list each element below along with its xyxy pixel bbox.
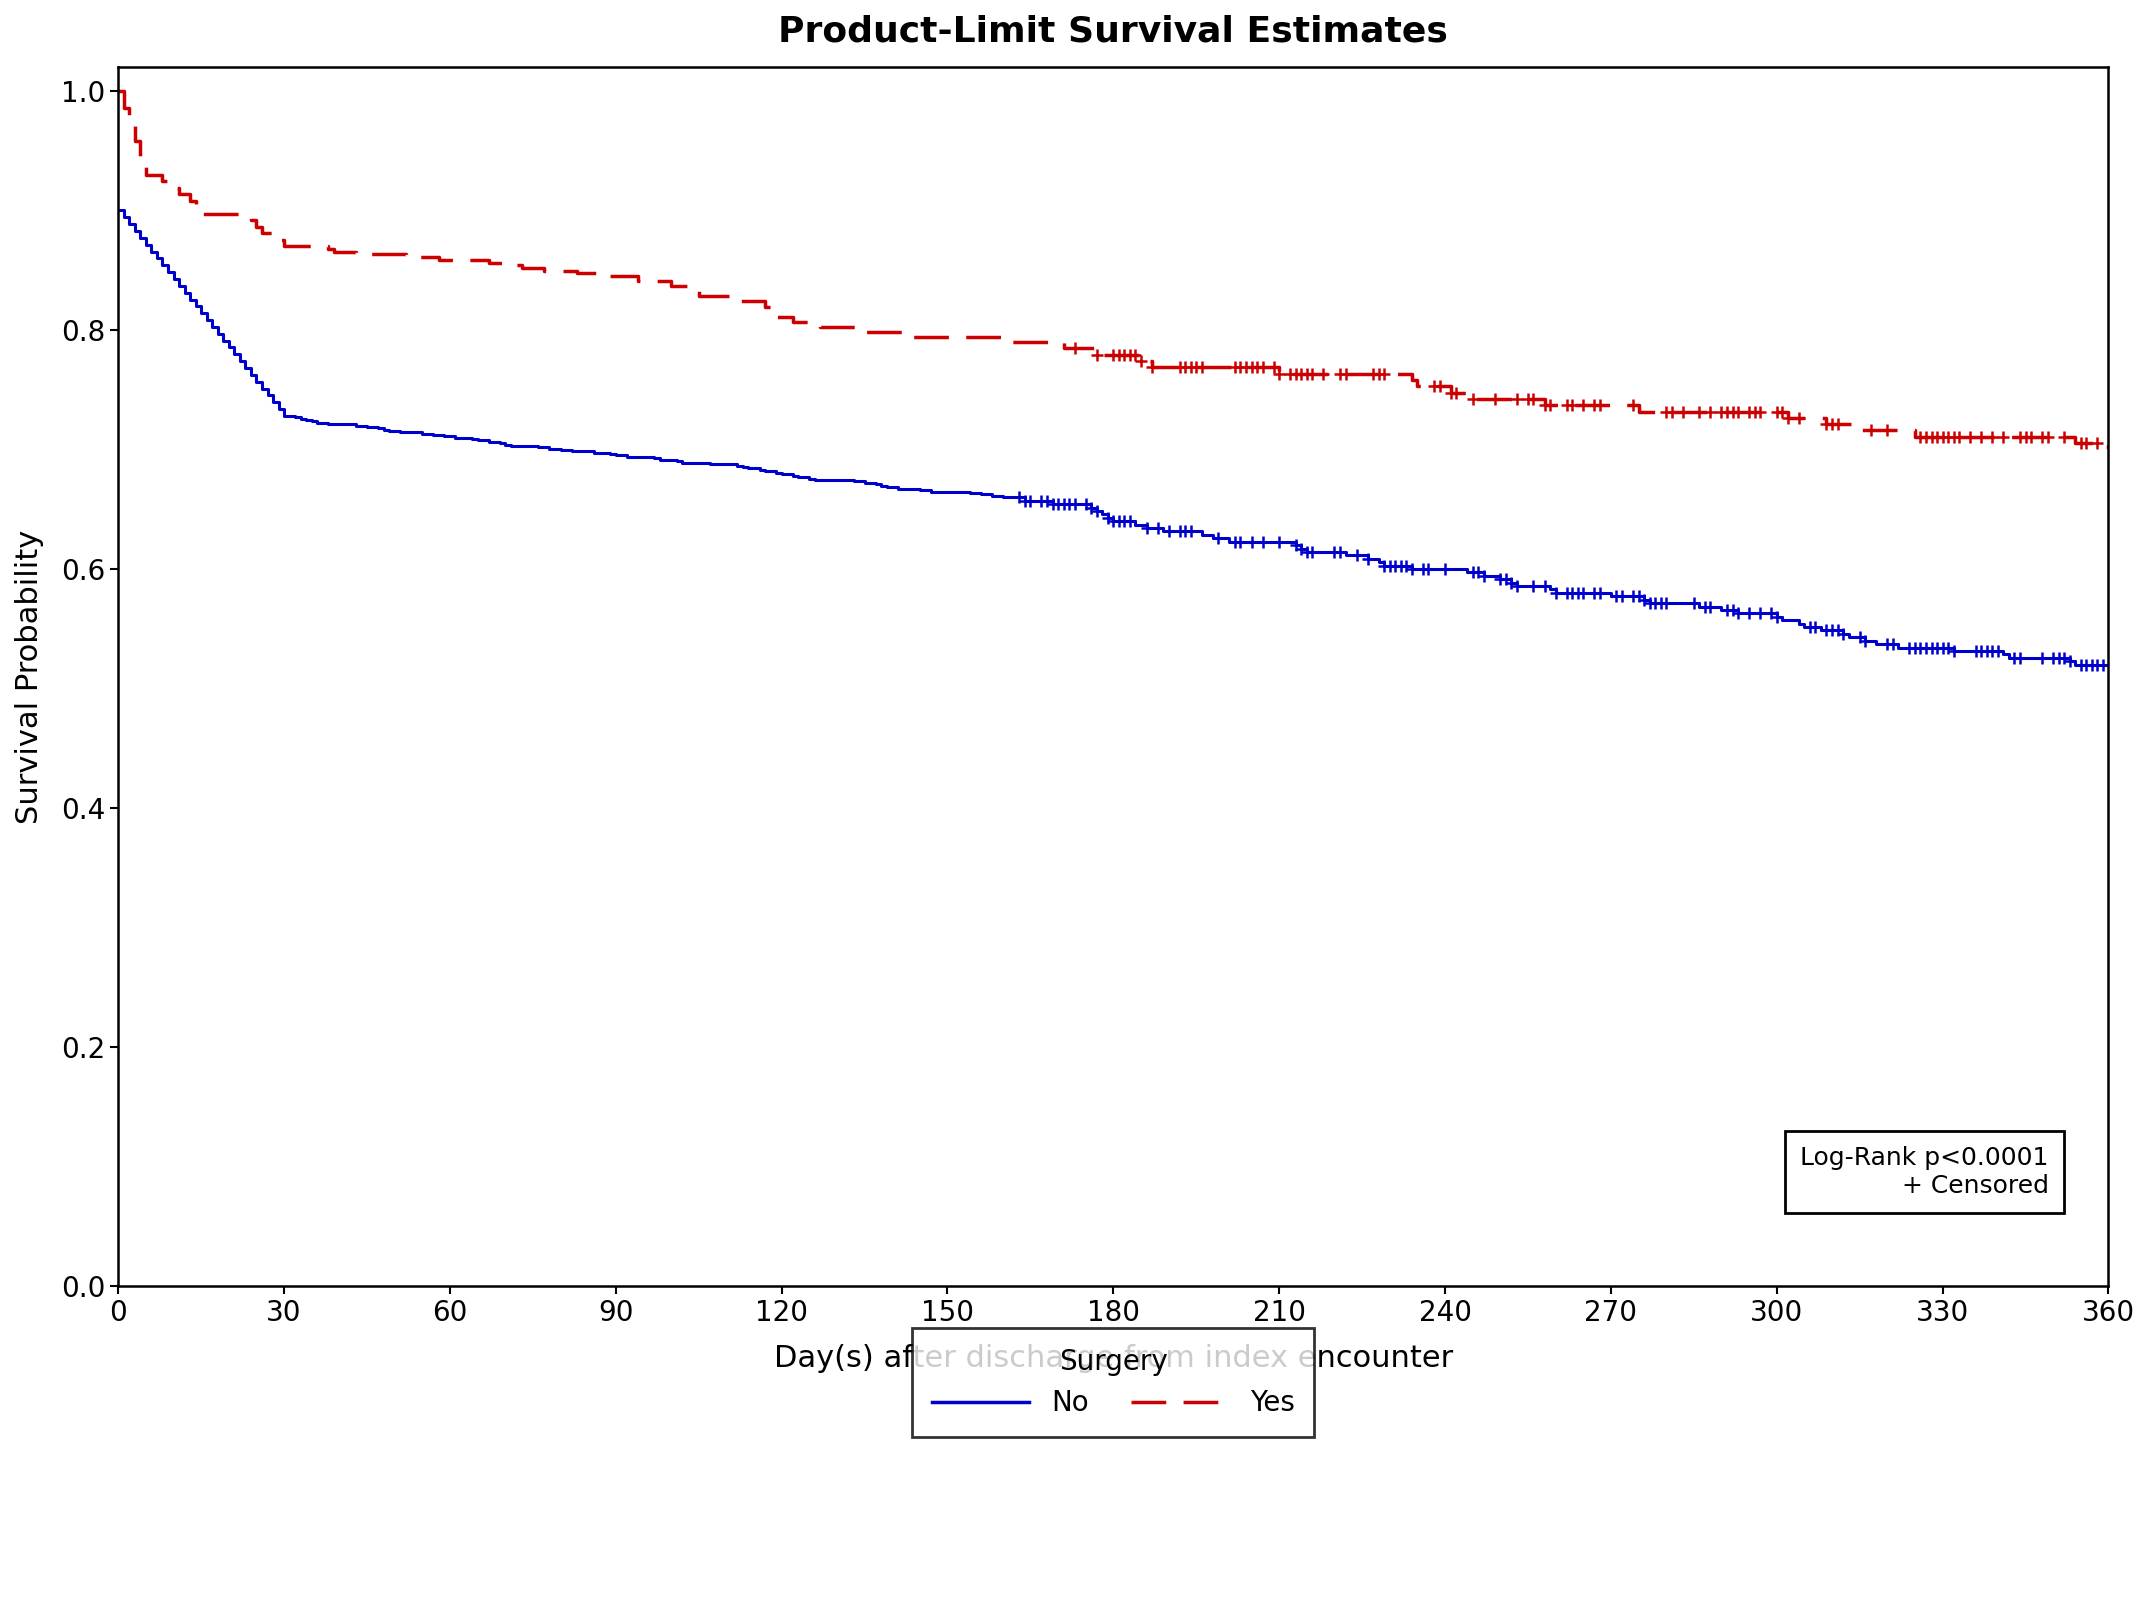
Text: Log-Rank p<0.0001
+ Censored: Log-Rank p<0.0001 + Censored [1800,1147,2049,1198]
Y-axis label: Survival Probability: Survival Probability [15,530,43,824]
Legend: No, Yes: No, Yes [912,1329,1314,1437]
Title: Product-Limit Survival Estimates: Product-Limit Survival Estimates [778,14,1449,50]
X-axis label: Day(s) after discharge from index encounter: Day(s) after discharge from index encoun… [774,1345,1453,1373]
